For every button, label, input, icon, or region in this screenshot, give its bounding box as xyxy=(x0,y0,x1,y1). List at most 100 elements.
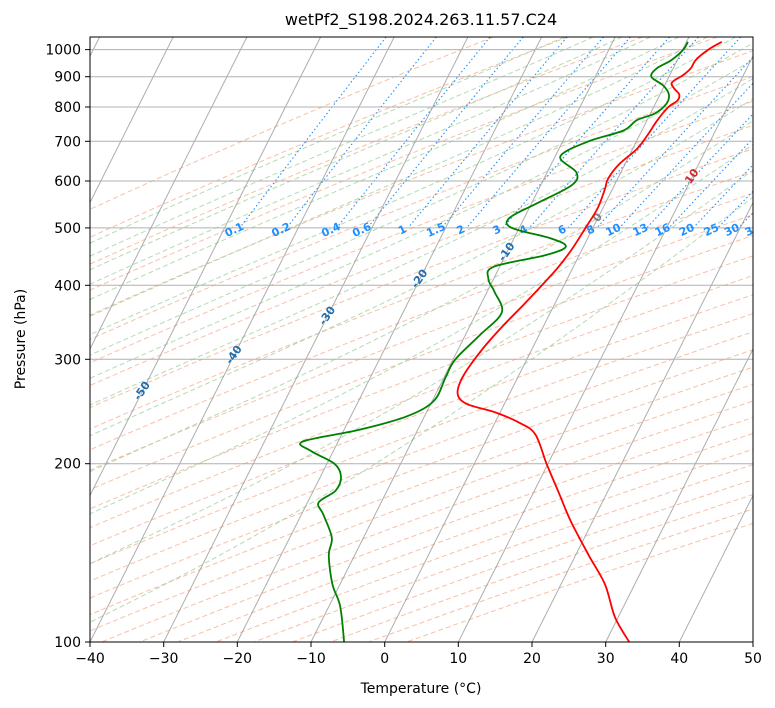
x-tick-label: 0 xyxy=(380,651,389,667)
isotherm-label: -30 xyxy=(316,304,338,328)
x-tick-label: 50 xyxy=(744,651,762,667)
mixing-ratio-label: 10 xyxy=(604,221,624,239)
moist-adiabat-line xyxy=(90,37,708,317)
mixing-ratio-line xyxy=(441,37,604,229)
dry-adiabat-line xyxy=(90,214,753,471)
series-lines xyxy=(299,41,723,642)
dry-adiabat-line xyxy=(90,349,753,599)
dry-adiabat-line xyxy=(292,479,753,642)
y-tick-label: 800 xyxy=(54,100,81,116)
mixing-ratio-line xyxy=(466,37,631,229)
y-axis: 1000 900 800 700 600 500 400 300 200 100 xyxy=(45,43,90,651)
dry-adiabat-line xyxy=(90,331,753,582)
skewed-isotherm-line xyxy=(605,347,753,642)
isotherm-label: -10 xyxy=(496,240,518,264)
mixing-ratio-label: 30 xyxy=(722,221,742,239)
dry-adiabat-line xyxy=(90,192,753,451)
y-tick-label: 500 xyxy=(54,221,81,237)
skewed-isotherm-line xyxy=(678,494,753,642)
skewed-isotherm-line xyxy=(310,37,616,642)
moist-adiabat-line xyxy=(90,77,753,406)
mixing-ratio-label: 36 xyxy=(743,221,763,239)
y-tick-label: 600 xyxy=(54,174,81,190)
moist-adiabat-line xyxy=(90,37,565,244)
mixing-ratio-label: 16 xyxy=(653,221,673,239)
dry-adiabat-line xyxy=(90,124,753,387)
dry-adiabat-line xyxy=(90,170,753,430)
mixing-ratio-line xyxy=(692,164,753,229)
mixing-ratio-label: 6 xyxy=(556,222,569,237)
skewed-isotherm-line xyxy=(236,37,543,642)
moist-adiabat-line xyxy=(90,37,736,336)
temperature-line xyxy=(456,41,723,642)
dry-adiabat-line xyxy=(90,234,753,491)
x-tick-label: −40 xyxy=(75,651,105,667)
x-tick-label: 10 xyxy=(449,651,467,667)
dry-adiabat-line xyxy=(90,313,753,565)
moist-adiabat-line xyxy=(90,37,680,301)
mixing-ratio-label: 13 xyxy=(631,221,650,239)
moist-adiabat-line xyxy=(90,59,753,379)
skewed-isotherm-line xyxy=(90,37,174,204)
y-tick-label: 100 xyxy=(54,635,81,651)
chart-title: wetPf2_S198.2024.263.11.57.C24 xyxy=(285,10,557,30)
y-tick-label: 200 xyxy=(54,457,81,473)
moist-adiabat-line xyxy=(90,120,753,473)
dry-adiabat-line xyxy=(215,448,753,642)
y-tick-label: 1000 xyxy=(45,43,81,59)
skewed-isotherm-line xyxy=(752,640,753,642)
moist-adiabat-line xyxy=(90,42,753,356)
mixing-ratio-label: 2 xyxy=(455,222,467,237)
moist-adiabat-line xyxy=(90,143,753,515)
moist-adiabat-line xyxy=(90,169,753,565)
x-tick-label: 20 xyxy=(523,651,541,667)
mixing-ratio-line xyxy=(336,37,491,229)
mixing-ratio-line xyxy=(619,82,753,229)
isotherm-label: -20 xyxy=(408,267,430,291)
skewed-isotherm-line xyxy=(90,37,395,642)
dry-adiabat-line xyxy=(406,522,753,642)
dry-adiabat-line xyxy=(368,508,753,642)
mixing-ratio-label: 3 xyxy=(491,222,503,237)
plot-frame xyxy=(89,36,754,643)
dry-adiabat-line xyxy=(90,274,753,529)
x-axis: −40 −30 −20 −10 0 10 20 30 40 50 xyxy=(75,642,762,667)
dry-adiabat-line xyxy=(90,366,753,616)
dry-adiabat-line xyxy=(90,100,753,364)
x-tick-label: −30 xyxy=(149,651,179,667)
mixing-ratio-label: 0.6 xyxy=(350,220,373,240)
x-tick-label: −20 xyxy=(223,651,253,667)
dry-adiabat-line xyxy=(254,464,753,642)
skewed-isotherm-line xyxy=(90,37,248,351)
y-tick-label: 700 xyxy=(54,134,81,150)
mixing-ratio-label: 20 xyxy=(677,221,697,239)
x-tick-label: 30 xyxy=(597,651,615,667)
isotherm-label: -60 xyxy=(33,427,55,451)
grid xyxy=(90,37,753,642)
mixing-ratio-line xyxy=(528,37,699,229)
skewed-isotherm-line xyxy=(163,37,469,642)
mixing-ratio-line xyxy=(759,37,775,228)
x-tick-label: 40 xyxy=(670,651,688,667)
dry-adiabat-line xyxy=(90,75,753,340)
dry-adiabat-line xyxy=(330,494,753,642)
mixing-ratio-label: 0.2 xyxy=(270,220,293,240)
dry-adiabat-line xyxy=(101,400,753,642)
y-axis-label: Pressure (hPa) xyxy=(13,289,29,389)
skewed-isotherm-line xyxy=(384,37,690,642)
mixing-ratio-label: 1.5 xyxy=(424,220,447,240)
mixing-ratio-labels: 0.1 0.2 0.4 0.6 1 1.5 2 3 4 6 8 10 13 16 20 25 30 36 xyxy=(223,220,763,240)
y-tick-label: 400 xyxy=(54,278,81,294)
moist-adiabat-line xyxy=(90,196,753,623)
dry-adiabat-line xyxy=(90,37,643,265)
isotherm-label: -40 xyxy=(223,343,245,367)
dewpoint-line xyxy=(299,41,689,642)
isotherm-label: -50 xyxy=(131,379,153,403)
mixing-ratio-line xyxy=(717,190,753,229)
moist-adiabat-line xyxy=(90,37,651,285)
mixing-ratio-label: 0.1 xyxy=(223,220,246,240)
mixing-ratio-label: 0.4 xyxy=(319,220,342,240)
dry-adiabat-line xyxy=(90,148,753,409)
